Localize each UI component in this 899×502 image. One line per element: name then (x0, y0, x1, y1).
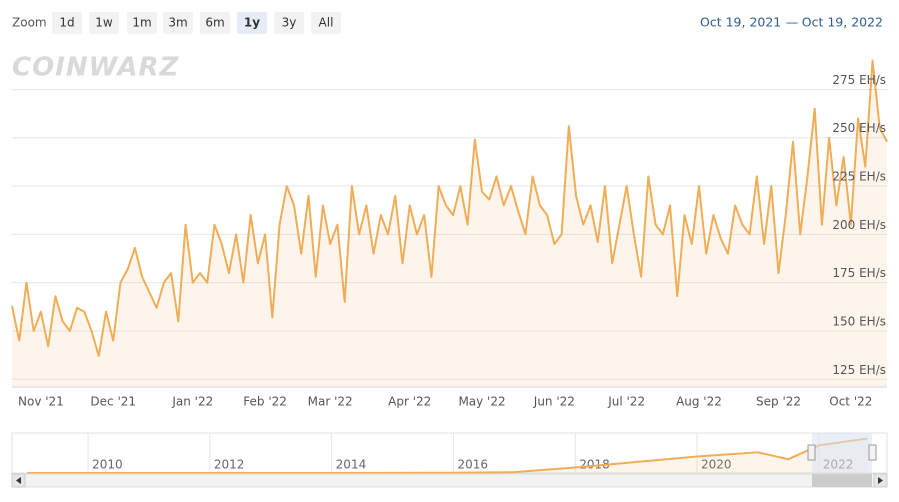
navigator-year-label: 2018 (579, 458, 610, 472)
navigator-handle-left[interactable] (807, 444, 816, 461)
main-plot: 125 EH/s 150 EH/s 175 EH/s 200 EH/s 225 EH/s… (11, 59, 888, 409)
x-tick-label: Nov '21 (18, 395, 64, 409)
x-tick-label: Feb '22 (243, 395, 287, 409)
y-tick-label: 250 EH/s (832, 121, 886, 135)
range-button-label[interactable]: 1m (132, 16, 151, 30)
range-button[interactable] (127, 12, 157, 34)
range-button-label[interactable]: 3m (168, 16, 187, 30)
scrollbar-track[interactable] (11, 473, 888, 488)
range-button[interactable] (52, 12, 82, 34)
zoom-label: Zoom (12, 16, 47, 30)
range-button[interactable] (237, 12, 267, 34)
date-from: Oct 19, 2021 (700, 15, 781, 30)
y-tick-label: 150 EH/s (832, 314, 886, 328)
navigator-year-label: 2012 (214, 458, 245, 472)
range-button-label[interactable]: 1d (59, 16, 74, 30)
x-tick-label: Oct '22 (829, 395, 872, 409)
x-tick-label: Dec '21 (90, 395, 136, 409)
range-button-label[interactable]: All (319, 16, 334, 30)
arrow-left (16, 477, 21, 484)
range-button-label[interactable]: 3y (282, 16, 297, 30)
date-to: Oct 19, 2022 (802, 15, 883, 30)
range-button-label[interactable]: 6m (205, 16, 224, 30)
x-tick-label: Apr '22 (388, 395, 431, 409)
range-button-label[interactable]: 1w (95, 16, 113, 30)
y-tick-label: 225 EH/s (832, 170, 886, 184)
navigator-year-label: 2010 (92, 458, 123, 472)
navigator-year-label: 2014 (336, 458, 367, 472)
area-fill (12, 60, 887, 387)
y-tick-label: 175 EH/s (832, 266, 886, 280)
y-tick-label: 275 EH/s (832, 73, 886, 87)
x-tick-label: Jun '22 (533, 395, 575, 409)
date-separator: — (786, 15, 799, 30)
range-button[interactable] (274, 12, 304, 34)
y-tick-label: 200 EH/s (832, 218, 886, 232)
y-tick-label: 125 EH/s (832, 363, 886, 377)
navigator-year-label: 2016 (457, 458, 488, 472)
arrow-right (878, 477, 883, 484)
x-tick-label: Aug '22 (676, 395, 722, 409)
range-button[interactable] (200, 12, 230, 34)
x-tick-label: Mar '22 (308, 395, 353, 409)
navigator-selection[interactable] (812, 433, 872, 473)
range-button[interactable] (163, 12, 193, 34)
line (27, 437, 868, 474)
x-tick-label: Jan '22 (171, 395, 213, 409)
x-tick-label: Jul '22 (607, 395, 645, 409)
scrollbar-thumb[interactable] (812, 474, 872, 487)
range-button-label[interactable]: 1y (244, 16, 260, 30)
range-button[interactable] (311, 12, 341, 34)
navigator-handle-right[interactable] (868, 444, 877, 461)
range-buttons: 1d 1w 1m 3m 6m 1y 3y All (52, 12, 341, 34)
range-button[interactable] (89, 12, 119, 34)
x-tick-label: May '22 (458, 395, 505, 409)
watermark: COINWARZ (12, 53, 180, 83)
navigator-year-label: 2020 (701, 458, 732, 472)
line (11, 59, 888, 358)
area-fill (27, 438, 868, 473)
x-tick-label: Sep '22 (756, 395, 801, 409)
